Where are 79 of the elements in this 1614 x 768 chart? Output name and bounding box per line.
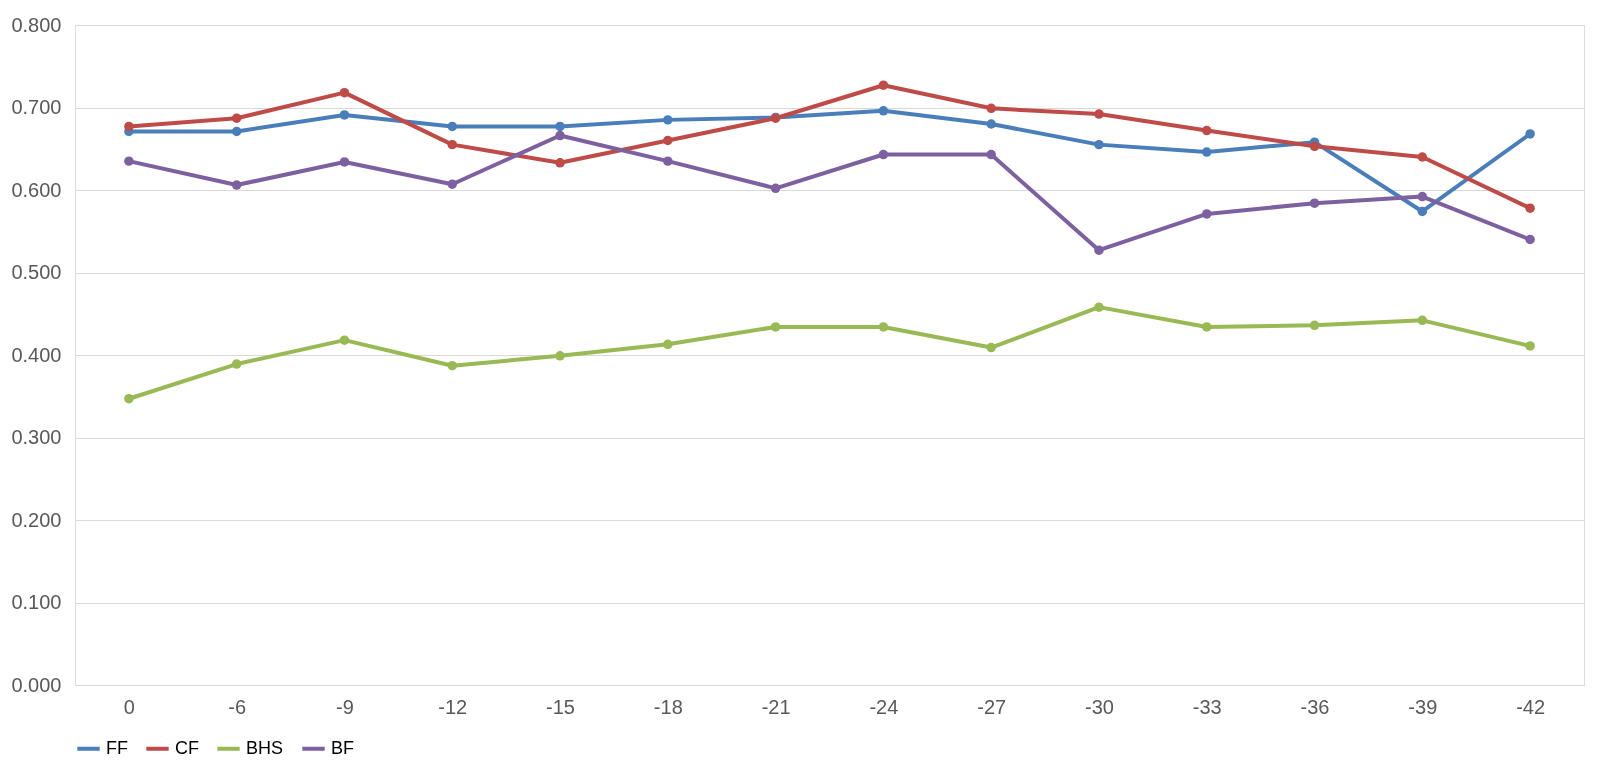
point	[555, 158, 565, 168]
point	[555, 130, 565, 141]
legend-label: BF	[331, 737, 355, 758]
point	[878, 80, 889, 90]
point	[1202, 209, 1212, 219]
point	[1202, 322, 1212, 332]
y-tick-label: 0.200	[11, 508, 62, 531]
point	[1202, 125, 1212, 136]
x-tick-label: 0	[123, 695, 135, 718]
point	[447, 121, 457, 132]
x-tick-label: -9	[336, 695, 354, 718]
point	[124, 393, 134, 404]
point	[986, 103, 996, 114]
point	[1417, 152, 1428, 162]
point	[878, 149, 889, 160]
point	[1525, 203, 1535, 213]
point	[1094, 245, 1104, 255]
legend-label: CF	[175, 737, 199, 758]
point	[447, 360, 457, 371]
x-tick-label: -6	[228, 695, 247, 718]
point	[1525, 129, 1535, 139]
point	[339, 110, 350, 120]
y-tick-label: 0.000	[11, 673, 62, 696]
point	[663, 135, 673, 146]
point	[1417, 206, 1428, 217]
point	[986, 149, 996, 160]
point	[447, 179, 457, 189]
legend-label: FF	[106, 737, 128, 758]
x-tick-label: -33	[1192, 695, 1222, 718]
point	[770, 322, 781, 332]
point	[1202, 147, 1212, 157]
point	[1309, 198, 1320, 208]
point	[770, 183, 781, 194]
point	[124, 156, 134, 166]
point	[1525, 234, 1535, 245]
x-tick-label: -42	[1516, 695, 1546, 718]
x-tick-label: -15	[546, 695, 575, 718]
point	[1094, 139, 1104, 150]
point	[339, 87, 350, 98]
point	[663, 156, 673, 166]
x-tick-label: -21	[761, 695, 791, 718]
x-tick-label: -39	[1408, 695, 1438, 718]
point	[555, 121, 565, 132]
point	[339, 335, 350, 345]
point	[1417, 315, 1428, 326]
point	[1525, 341, 1535, 351]
point	[124, 121, 134, 132]
x-tick-label: -18	[653, 695, 683, 718]
point	[231, 126, 242, 137]
point	[555, 351, 565, 361]
x-tick-label: -24	[869, 695, 899, 718]
point	[986, 119, 996, 129]
point	[986, 342, 996, 353]
point	[1094, 302, 1104, 312]
y-tick-label: 0.700	[11, 96, 62, 118]
x-tick-label: -30	[1085, 695, 1114, 718]
point	[231, 113, 242, 123]
point	[878, 322, 889, 332]
y-tick-label: 0.600	[11, 178, 62, 201]
point	[1417, 191, 1428, 202]
point	[447, 139, 457, 150]
point	[1309, 320, 1320, 331]
point	[1094, 109, 1104, 119]
y-tick-label: 0.300	[11, 426, 62, 448]
legend-label: BHS	[246, 737, 284, 758]
point	[339, 157, 350, 167]
y-tick-label: 0.800	[11, 13, 62, 36]
point	[663, 115, 673, 125]
point	[231, 180, 242, 190]
y-tick-label: 0.400	[11, 343, 62, 366]
point	[1309, 141, 1320, 152]
y-tick-label: 0.500	[11, 261, 62, 283]
x-tick-label: -36	[1300, 695, 1330, 718]
point	[231, 359, 242, 369]
point	[878, 106, 889, 116]
y-tick-label: 0.100	[11, 591, 62, 613]
x-tick-label: -12	[438, 695, 468, 718]
point	[663, 339, 673, 350]
x-tick-label: -27	[977, 695, 1007, 718]
